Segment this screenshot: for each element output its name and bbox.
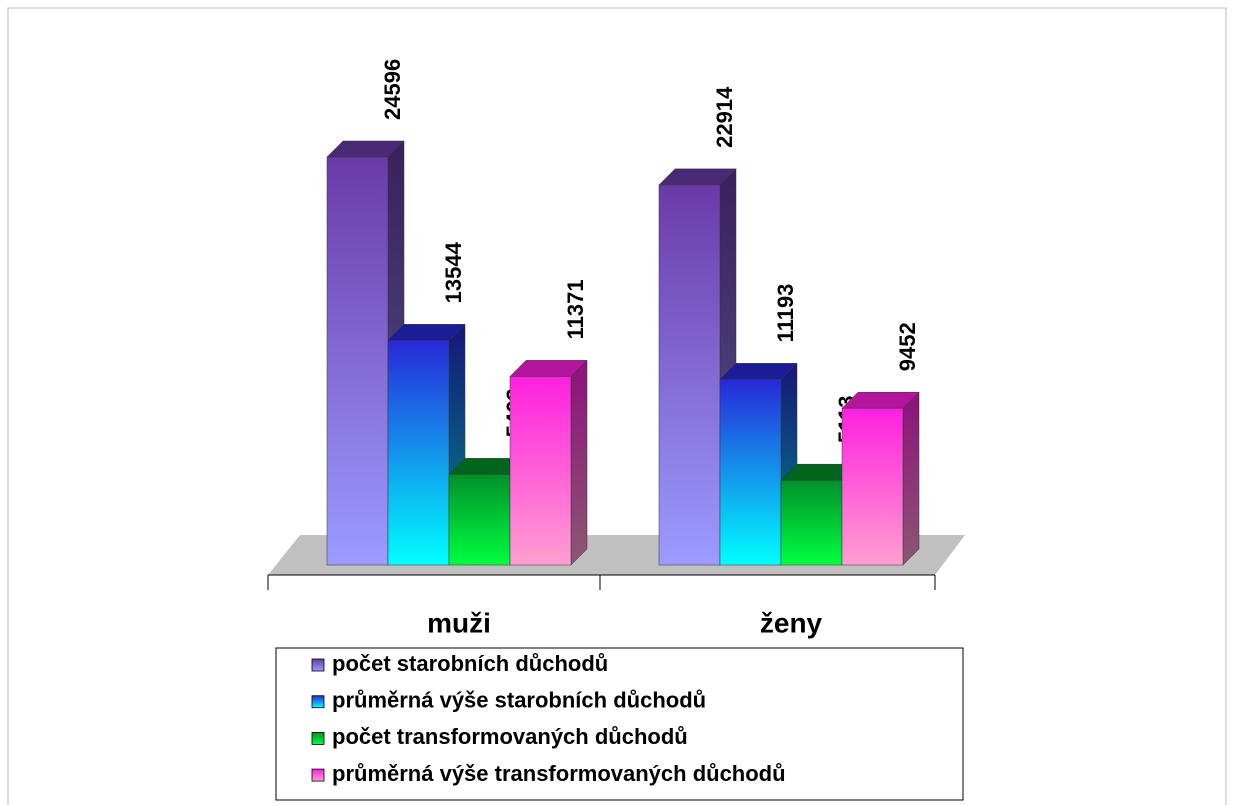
- legend-label: počet transformovaných důchodů: [332, 724, 688, 749]
- legend-marker: [311, 658, 325, 672]
- data-label: 24596: [380, 59, 405, 120]
- legend-label: počet starobních důchodů: [332, 651, 608, 676]
- legend-label: průměrná výše starobních důchodů: [332, 688, 706, 713]
- bar-side: [902, 391, 920, 566]
- legend: [275, 647, 964, 801]
- bar: [780, 479, 843, 566]
- legend-marker: [311, 768, 325, 782]
- legend-marker: [311, 695, 325, 709]
- bar: [448, 474, 511, 566]
- bar: [841, 407, 904, 566]
- frame: [7, 7, 1227, 805]
- data-label: 11371: [563, 279, 588, 339]
- bar-side: [570, 359, 588, 566]
- x-tick-label: muži: [427, 607, 491, 638]
- legend-marker: [311, 732, 325, 745]
- data-label: 22914: [712, 86, 737, 148]
- bar: [387, 340, 450, 566]
- bar: [719, 379, 782, 566]
- data-label: 11193: [773, 284, 798, 343]
- bar: [509, 376, 572, 566]
- x-tick-label: ženy: [760, 607, 823, 638]
- bar: [658, 184, 721, 566]
- data-label: 9452: [895, 322, 920, 371]
- legend-label: průměrná výše transformovaných důchodů: [332, 761, 786, 786]
- bar: [326, 156, 389, 566]
- data-label: 13544: [441, 241, 466, 303]
